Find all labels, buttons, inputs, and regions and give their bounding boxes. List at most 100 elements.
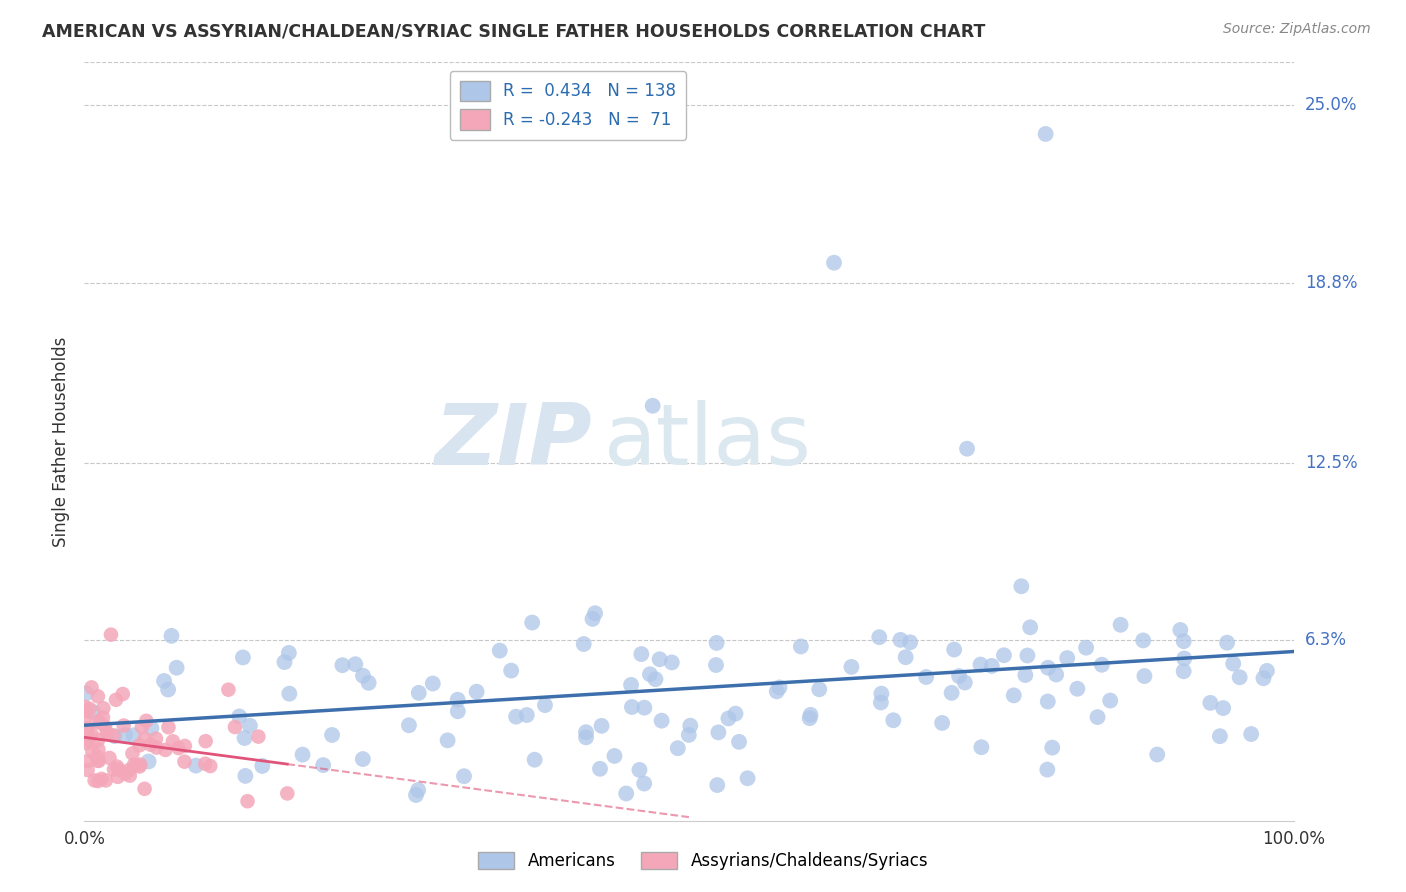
Point <box>77 754 100 768</box>
Point <box>129 757 152 772</box>
Point <box>76 726 98 740</box>
Point <box>291 747 314 762</box>
Point <box>765 684 787 698</box>
Point <box>1229 670 1251 684</box>
Y-axis label: Single Father Households: Single Father Households <box>52 336 70 547</box>
Point <box>706 636 728 650</box>
Point <box>82 705 104 719</box>
Point <box>993 648 1015 663</box>
Point <box>118 769 141 783</box>
Point <box>589 762 612 776</box>
Point <box>173 739 195 753</box>
Point <box>728 735 751 749</box>
Point <box>83 773 105 788</box>
Point <box>915 670 938 684</box>
Point <box>651 714 673 728</box>
Point <box>841 660 863 674</box>
Point <box>422 676 444 690</box>
Point <box>628 763 651 777</box>
Point <box>96 726 118 740</box>
Point <box>768 681 790 695</box>
Point <box>591 719 613 733</box>
Point <box>276 786 298 800</box>
Point <box>1087 710 1109 724</box>
Point <box>236 794 259 808</box>
Point <box>948 669 970 683</box>
Point <box>633 700 655 714</box>
Point <box>648 652 671 666</box>
Point <box>488 643 510 657</box>
Point <box>200 759 222 773</box>
Point <box>1212 701 1234 715</box>
Point <box>184 758 207 772</box>
Text: 12.5%: 12.5% <box>1305 454 1357 472</box>
Point <box>100 628 122 642</box>
Point <box>194 756 217 771</box>
Point <box>75 736 97 750</box>
Point <box>217 682 239 697</box>
Point <box>737 772 759 786</box>
Point <box>84 714 107 729</box>
Point <box>1014 668 1036 682</box>
Text: AMERICAN VS ASSYRIAN/CHALDEAN/SYRIAC SINGLE FATHER HOUSEHOLDS CORRELATION CHART: AMERICAN VS ASSYRIAN/CHALDEAN/SYRIAC SIN… <box>42 22 986 40</box>
Point <box>75 686 97 700</box>
Point <box>1099 693 1122 707</box>
Point <box>447 704 470 718</box>
Point <box>173 755 195 769</box>
Point <box>870 696 893 710</box>
Point <box>153 673 176 688</box>
Point <box>131 720 153 734</box>
Point <box>224 720 246 734</box>
Point <box>141 721 163 735</box>
Point <box>87 733 110 747</box>
Point <box>312 758 335 772</box>
Point <box>139 738 162 752</box>
Point <box>321 728 343 742</box>
Point <box>1132 633 1154 648</box>
Point <box>114 728 136 742</box>
Point <box>534 698 557 712</box>
Point <box>357 675 380 690</box>
Point <box>661 656 683 670</box>
Point <box>1133 669 1156 683</box>
Point <box>1146 747 1168 762</box>
Point <box>247 730 270 744</box>
Point <box>278 687 301 701</box>
Point <box>808 682 831 697</box>
Point <box>614 787 637 801</box>
Point <box>80 728 103 742</box>
Point <box>1010 579 1032 593</box>
Point <box>86 754 108 768</box>
Point <box>1002 689 1025 703</box>
Text: 18.8%: 18.8% <box>1305 274 1357 292</box>
Text: 25.0%: 25.0% <box>1305 96 1357 114</box>
Point <box>523 753 546 767</box>
Point <box>107 763 129 777</box>
Point <box>86 750 108 764</box>
Point <box>724 706 747 721</box>
Point <box>1036 661 1059 675</box>
Point <box>344 657 367 672</box>
Point <box>980 659 1002 673</box>
Point <box>252 759 274 773</box>
Point <box>953 675 976 690</box>
Point <box>641 399 664 413</box>
Legend: R =  0.434   N = 138, R = -0.243   N =  71: R = 0.434 N = 138, R = -0.243 N = 71 <box>450 70 686 140</box>
Point <box>107 770 129 784</box>
Point <box>1036 694 1059 708</box>
Point <box>332 658 354 673</box>
Point <box>145 731 167 746</box>
Point <box>666 741 689 756</box>
Text: ZIP: ZIP <box>434 400 592 483</box>
Point <box>167 741 190 756</box>
Point <box>1036 763 1059 777</box>
Point <box>145 740 167 755</box>
Point <box>436 733 458 747</box>
Point <box>1040 740 1063 755</box>
Point <box>889 632 911 647</box>
Point <box>87 754 110 768</box>
Point <box>1216 636 1239 650</box>
Point <box>453 769 475 783</box>
Point <box>352 669 374 683</box>
Point <box>1056 651 1078 665</box>
